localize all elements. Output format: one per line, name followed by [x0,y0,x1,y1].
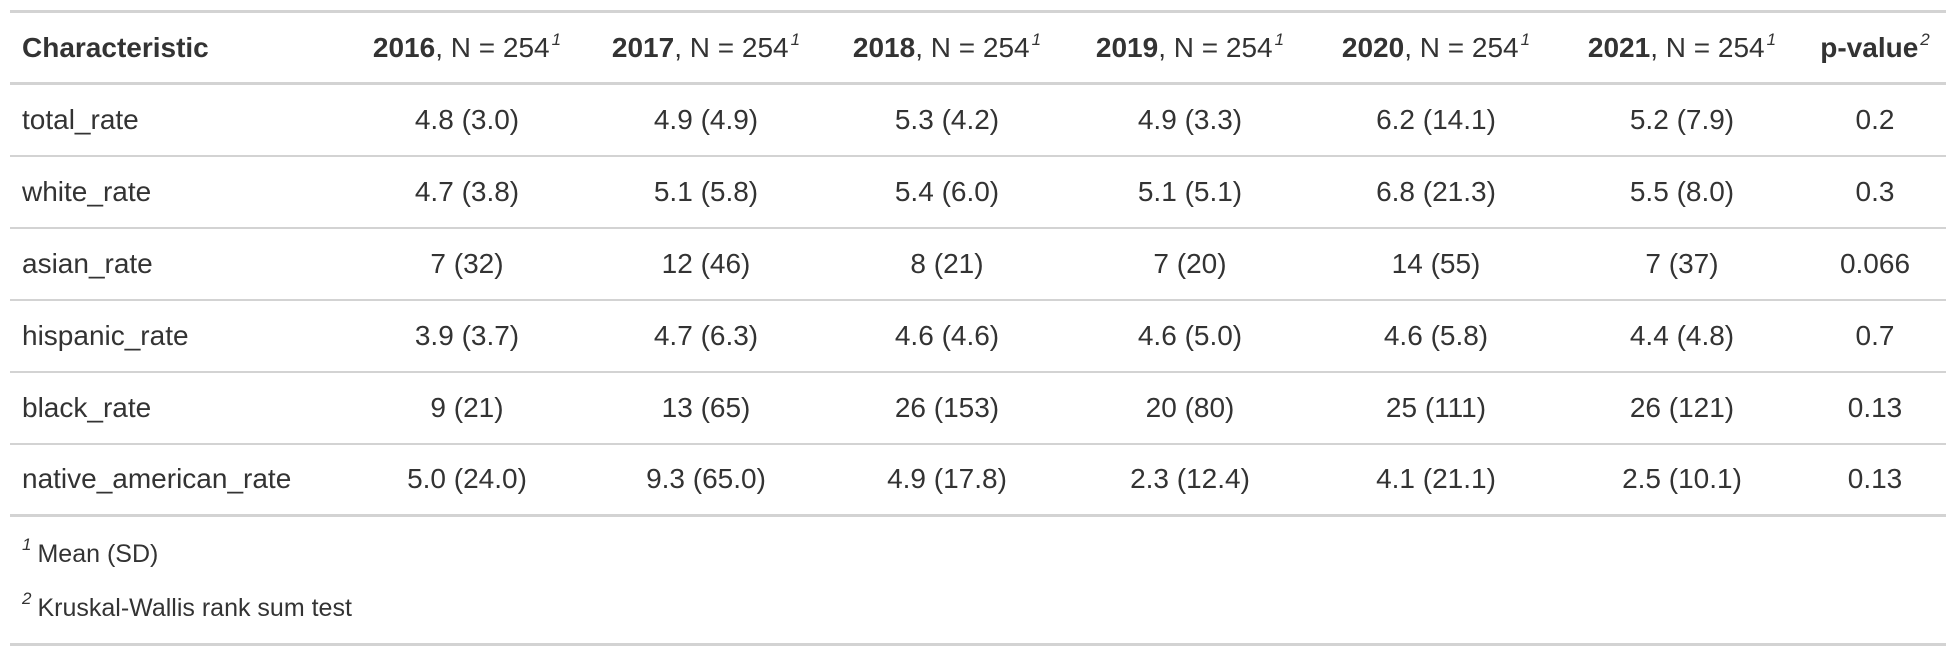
row-label: white_rate [22,175,152,207]
header-label: Characteristic [22,31,209,63]
table-cell: 12 (46) [661,247,751,279]
footnote-mark: 2 [22,589,32,608]
table-cell: 5.1 (5.8) [653,175,759,207]
footnote-text: Kruskal-Wallis rank sum test [37,594,352,622]
header-n: , N = 254 [1650,31,1765,63]
p-value-cell: 0.7 [1855,319,1895,351]
table-cell: 14 (55) [1391,247,1481,279]
header-n: , N = 254 [1158,31,1273,63]
table-cell: 20 (80) [1145,391,1235,423]
table-cell: 4.8 (3.0) [414,103,520,135]
header-p-value: p-value 2 [1804,12,1946,84]
p-value-cell: 0.3 [1855,175,1895,207]
p-value-cell: 0.13 [1847,391,1903,423]
table-cell: 4.1 (21.1) [1376,463,1496,495]
header-characteristic: Characteristic [10,12,348,84]
header-year: 2016 [372,31,436,63]
table-cell: 4.6 (4.6) [894,319,1000,351]
table-row: white_rate 4.7 (3.8) 5.1 (5.8) 5.4 (6.0)… [10,156,1946,228]
row-label: asian_rate [22,247,153,279]
table-cell: 4.4 (4.8) [1629,319,1735,351]
header-year: p-value [1820,31,1919,63]
table-cell: 5.1 (5.1) [1137,175,1243,207]
header-footnote-mark: 1 [1274,29,1285,49]
p-value-cell: 0.066 [1839,247,1911,279]
table-row: black_rate 9 (21) 13 (65) 26 (153) 20 (8… [10,372,1946,444]
header-2020: 2020, N = 254 1 [1312,12,1560,84]
footnote-mark: 1 [22,535,32,554]
table-cell: 9 (21) [430,391,504,423]
header-n: , N = 254 [1404,31,1519,63]
header-2018: 2018, N = 254 1 [826,12,1068,84]
header-year: 2018 [852,31,916,63]
header-year: 2017 [611,31,675,63]
header-2017: 2017, N = 254 1 [586,12,826,84]
table-cell: 2.5 (10.1) [1622,463,1742,495]
table-cell: 5.5 (8.0) [1629,175,1735,207]
row-label: native_american_rate [22,463,292,495]
table-cell: 6.8 (21.3) [1376,175,1496,207]
table-cell: 3.9 (3.7) [414,319,520,351]
row-label: black_rate [22,391,152,423]
header-footnote-mark: 1 [551,29,562,49]
header-year: 2020 [1341,31,1405,63]
row-label: hispanic_rate [22,319,189,351]
table-cell: 7 (20) [1153,247,1227,279]
header-footnote-mark: 1 [1031,29,1042,49]
table-cell: 4.6 (5.8) [1383,319,1489,351]
table-cell: 7 (32) [430,247,504,279]
header-2019: 2019, N = 254 1 [1068,12,1312,84]
header-year: 2019 [1095,31,1159,63]
table-cell: 13 (65) [661,391,751,423]
header-footnote-mark: 1 [1520,29,1531,49]
table-cell: 9.3 (65.0) [646,463,766,495]
table-cell: 5.0 (24.0) [407,463,527,495]
header-2021: 2021, N = 254 1 [1560,12,1804,84]
table-cell: 8 (21) [910,247,984,279]
footnote: 1 Mean (SD) [22,527,1946,581]
table-cell: 5.2 (7.9) [1629,103,1735,135]
table-cell: 4.7 (3.8) [414,175,520,207]
header-row: Characteristic 2016, N = 254 1 2017, N = … [10,11,1946,84]
table-cell: 4.9 (17.8) [887,463,1007,495]
table-cell: 26 (153) [894,391,1000,423]
table-cell: 4.6 (5.0) [1137,319,1243,351]
table-row: total_rate 4.8 (3.0) 4.9 (4.9) 5.3 (4.2)… [10,84,1946,156]
header-footnote-mark: 1 [790,29,801,49]
p-value-cell: 0.2 [1855,103,1895,135]
row-label: total_rate [22,103,139,135]
table-cell: 5.3 (4.2) [894,103,1000,135]
header-n: , N = 254 [435,31,550,63]
footnote: 2 Kruskal-Wallis rank sum test [22,581,1946,635]
table-row: hispanic_rate 3.9 (3.7) 4.7 (6.3) 4.6 (4… [10,300,1946,372]
table-row: asian_rate 7 (32) 12 (46) 8 (21) 7 (20) … [10,228,1946,300]
table-cell: 7 (37) [1645,247,1719,279]
header-footnote-mark: 1 [1766,29,1777,49]
table-cell: 5.4 (6.0) [894,175,1000,207]
table-footnotes: 1 Mean (SD) 2 Kruskal-Wallis rank sum test [10,517,1946,646]
table-cell: 4.7 (6.3) [653,319,759,351]
table-cell: 4.9 (4.9) [653,103,759,135]
header-2016: 2016, N = 254 1 [348,12,586,84]
table-cell: 4.9 (3.3) [1137,103,1243,135]
header-footnote-mark: 2 [1920,29,1930,49]
summary-table: Characteristic 2016, N = 254 1 2017, N = … [10,10,1946,517]
p-value-cell: 0.13 [1847,463,1903,495]
table-cell: 26 (121) [1629,391,1735,423]
footnote-text: Mean (SD) [37,540,159,568]
table-row: native_american_rate 5.0 (24.0) 9.3 (65.… [10,444,1946,516]
table-cell: 2.3 (12.4) [1130,463,1250,495]
table-cell: 6.2 (14.1) [1376,103,1496,135]
header-n: , N = 254 [915,31,1030,63]
table-cell: 25 (111) [1385,391,1487,423]
summary-table-container: Characteristic 2016, N = 254 1 2017, N = … [10,10,1946,646]
header-n: , N = 254 [674,31,789,63]
header-year: 2021 [1587,31,1651,63]
